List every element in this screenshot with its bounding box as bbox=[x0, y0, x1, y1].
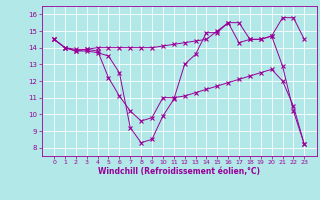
X-axis label: Windchill (Refroidissement éolien,°C): Windchill (Refroidissement éolien,°C) bbox=[98, 167, 260, 176]
